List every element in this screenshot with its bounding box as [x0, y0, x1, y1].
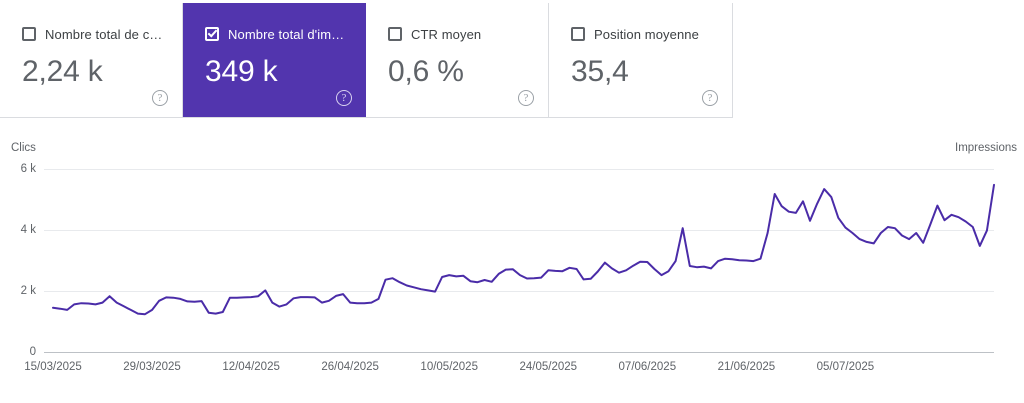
- metric-header: Nombre total d'im…: [205, 25, 366, 43]
- y-axis-tick-label: 2 k: [20, 285, 36, 297]
- x-axis-tick-label: 12/04/2025: [222, 361, 280, 373]
- gridline: [44, 169, 994, 170]
- metric-card-0[interactable]: Nombre total de c… 2,24 k?: [0, 3, 183, 117]
- x-axis-tick-label: 21/06/2025: [717, 361, 776, 373]
- gridline: [44, 352, 994, 353]
- metric-card-3[interactable]: Position moyenne 35,4?: [549, 3, 732, 117]
- left-axis-title: Clics: [11, 142, 36, 154]
- help-circle-icon[interactable]: ?: [518, 90, 534, 106]
- metric-card-2[interactable]: CTR moyen 0,6 %?: [366, 3, 549, 117]
- metric-checkbox[interactable]: [22, 27, 36, 41]
- y-axis-tick-label: 0: [29, 346, 36, 358]
- y-axis-tick-label: 4 k: [20, 224, 36, 236]
- right-axis-title: Impressions: [955, 142, 1017, 154]
- x-axis-tick-label: 10/05/2025: [420, 361, 478, 373]
- x-axis-tick-label: 07/06/2025: [618, 361, 677, 373]
- metric-value: 349 k: [205, 55, 278, 88]
- help-circle-icon[interactable]: ?: [152, 90, 168, 106]
- x-axis-tick-label: 15/03/2025: [24, 361, 82, 373]
- x-axis-tick-label: 05/07/2025: [816, 361, 875, 373]
- metric-header: Nombre total de c…: [22, 25, 182, 43]
- metrics-row: Nombre total de c… 2,24 k? Nombre total d'…: [0, 3, 733, 118]
- gridline: [44, 291, 994, 292]
- impressions-line-series: [52, 183, 995, 316]
- metric-label: Position moyenne: [594, 26, 699, 42]
- x-axis-tick-label: 29/03/2025: [123, 361, 181, 373]
- x-axis-tick-label: 24/05/2025: [519, 361, 578, 373]
- chart-plot-area[interactable]: 0 2 k 4 k 6 k 15/03/2025 29/03/2025 12/04/2025…: [0, 130, 1024, 403]
- metric-checkbox[interactable]: [205, 27, 219, 41]
- performance-chart: Clics Impressions 0 2 k 4 k 6 k 15/03/2025 29…: [0, 130, 1024, 403]
- metric-label: CTR moyen: [411, 26, 482, 42]
- metric-value: 35,4: [571, 55, 629, 88]
- gridline: [44, 230, 994, 231]
- metric-value: 2,24 k: [22, 55, 103, 88]
- metric-label: Nombre total d'im…: [228, 26, 345, 42]
- y-axis-tick-label: 6 k: [20, 163, 36, 175]
- x-axis-tick-label: 26/04/2025: [321, 361, 379, 373]
- metric-label: Nombre total de c…: [45, 26, 163, 42]
- metric-checkbox[interactable]: [388, 27, 402, 41]
- metric-header: Position moyenne: [571, 25, 732, 43]
- help-circle-icon[interactable]: ?: [702, 90, 718, 106]
- metric-value: 0,6 %: [388, 55, 464, 88]
- metric-card-1[interactable]: Nombre total d'im… 349 k?: [183, 3, 366, 117]
- help-circle-icon[interactable]: ?: [336, 90, 352, 106]
- metric-header: CTR moyen: [388, 25, 548, 43]
- metric-checkbox[interactable]: [571, 27, 585, 41]
